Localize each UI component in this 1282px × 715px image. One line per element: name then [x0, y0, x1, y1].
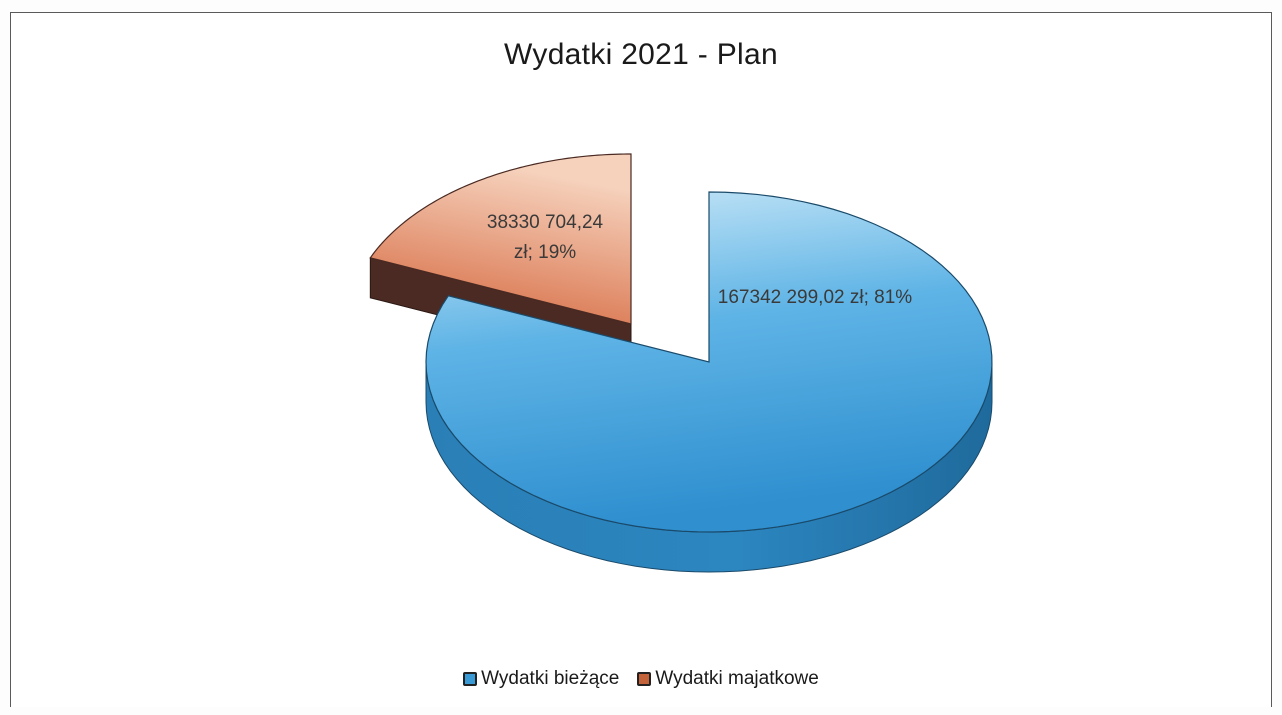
data-label-wydatki-majatkowe: 38330 704,24 zł; 19%: [487, 212, 604, 263]
legend-item-wydatki-biezace: Wydatki bieżące: [463, 668, 619, 690]
legend-item-wydatki-majatkowe: Wydatki majatkowe: [637, 668, 819, 690]
chart-title: Wydatki 2021 - Plan: [504, 38, 778, 71]
legend-swatch-orange: [637, 672, 652, 686]
legend-swatch-blue: [463, 672, 478, 686]
legend-label: Wydatki majatkowe: [655, 668, 819, 689]
chart-legend: Wydatki bieżące Wydatki majatkowe: [0, 668, 1282, 690]
legend-label: Wydatki bieżące: [481, 668, 620, 689]
data-label-wydatki-biezace: 167342 299,02 zł; 81%: [718, 287, 912, 308]
slice-top-wydatki-majatkowe: [369, 153, 632, 325]
slice-top-wydatki-biezace: [425, 191, 993, 533]
